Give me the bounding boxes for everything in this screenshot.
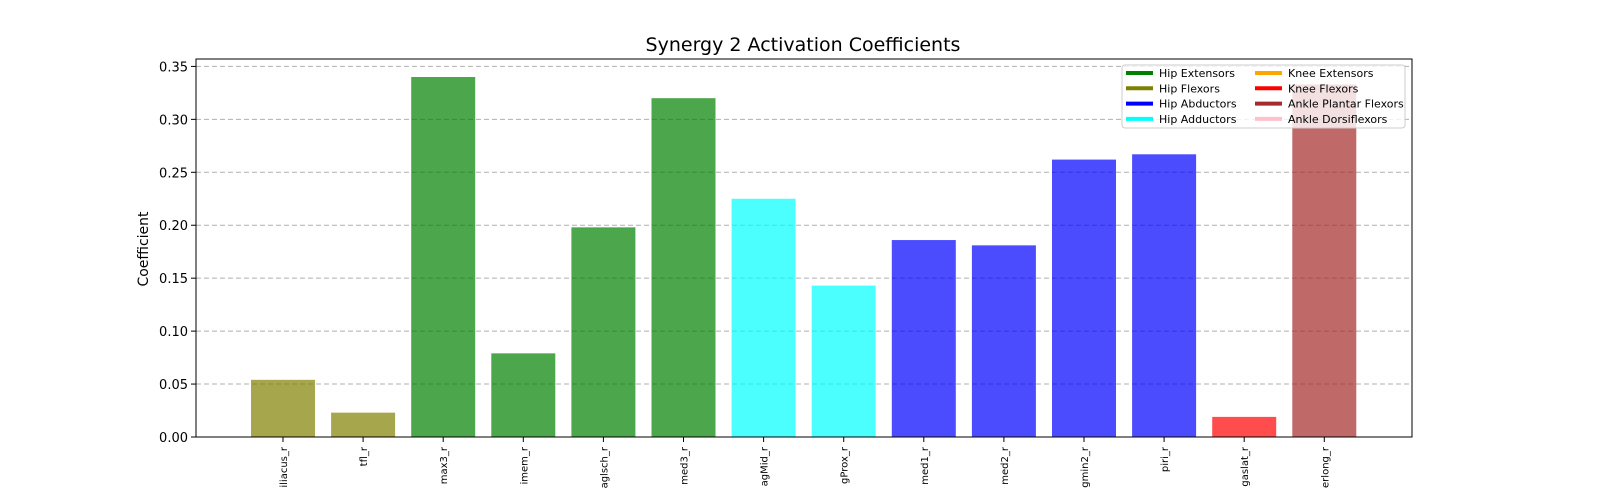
legend-entry: Ankle Dorsiflexors [1288,113,1388,126]
y-axis-ticks: 0.00 0.05 0.10 0.15 0.20 0.25 0.30 0.35 [159,60,196,446]
x-tick-label: max3_r [439,446,450,484]
bar-med1_r [891,240,956,437]
legend-entry: Hip Adductors [1159,113,1237,126]
bar-aglsch_r [571,227,636,437]
x-tick-label: med1_r [920,446,931,485]
chart-title: Synergy 2 Activation Coefficients [646,34,961,56]
y-tick-label: 0.30 [159,113,188,128]
x-axis-ticks: iliacus_r tfl_r max3_r imem_r aglsch_r med3_r… [279,437,1331,488]
plot-frame [195,58,1413,438]
x-tick-label: agMid_r [760,446,771,486]
y-tick-label: 0.35 [159,60,188,75]
y-axis-label: Coefficient [136,211,152,287]
bar-imem_r [491,353,556,437]
x-tick-label: aglsch_r [599,446,610,488]
legend-entry: Knee Flexors [1288,82,1359,95]
bar-agMid_r [731,198,796,437]
bar-med2_r [971,245,1036,437]
x-tick-label: piri_r [1160,446,1171,472]
legend-entry: Hip Abductors [1159,98,1237,111]
legend: Hip Extensors Hip Flexors Hip Abductors Hip… [1121,64,1406,129]
bars [251,77,1357,438]
y-tick-label: 0.10 [159,325,188,340]
axes [195,58,1413,438]
bar-max3_r [411,77,476,437]
bar-iliacus_r [251,379,315,437]
legend-entry: Ankle Plantar Flexors [1288,98,1404,111]
bar-gmin2_r [1052,159,1116,437]
y-tick-label: 0.20 [159,219,188,234]
x-tick-label: erlong_r [1320,446,1331,488]
legend-entry: Hip Extensors [1159,67,1235,80]
x-tick-label: gaslat_r [1240,446,1251,487]
x-tick-label: tfl_r [359,446,370,466]
x-tick-label: med2_r [1000,446,1011,485]
x-tick-label: gmin2_r [1080,446,1091,488]
grid [196,65,1412,438]
x-tick-label: imem_r [519,446,530,484]
y-tick-label: 0.25 [159,166,188,181]
y-tick-label: 0.00 [159,431,188,446]
legend-entry: Hip Flexors [1159,82,1220,95]
y-tick-label: 0.15 [159,272,188,287]
bar-piri_r [1132,154,1197,437]
bar-tfl_r [331,412,396,437]
x-tick-label: med3_r [680,446,691,485]
x-tick-label: iliacus_r [279,446,290,488]
bar-med3_r [651,98,716,438]
legend-entry: Knee Extensors [1288,67,1374,80]
bar-gProx_r [811,285,876,437]
x-tick-label: gProx_r [840,446,851,484]
legend-box [1121,64,1406,129]
bar-gaslat_r [1212,416,1277,437]
y-tick-label: 0.05 [159,378,188,393]
bar-erlong_r [1292,84,1357,437]
